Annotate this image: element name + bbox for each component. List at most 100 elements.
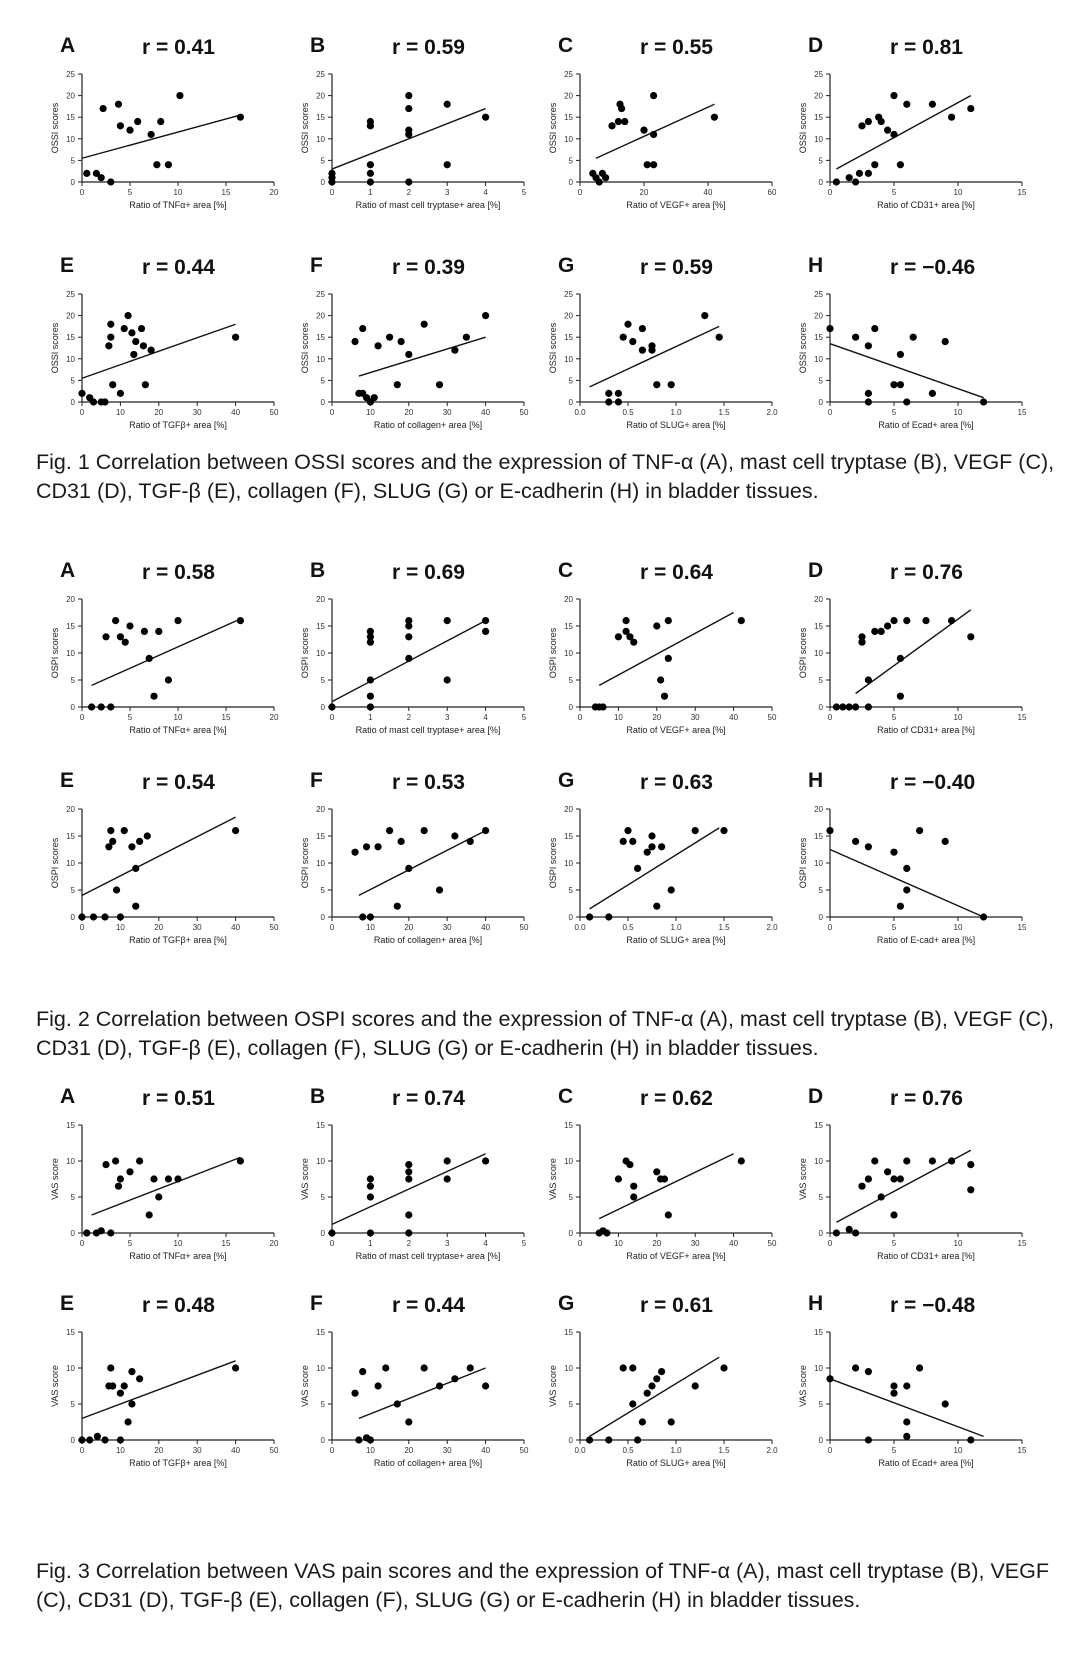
data-point: [116, 633, 124, 641]
data-point: [114, 100, 123, 108]
x-tick-label: 15: [222, 188, 231, 197]
data-point: [443, 1157, 451, 1165]
data-point: [903, 617, 911, 625]
data-point: [405, 178, 413, 186]
data-point: [150, 1175, 158, 1183]
panel-letter: C: [558, 1085, 573, 1108]
x-tick-label: 1: [368, 713, 373, 722]
data-point: [176, 92, 184, 100]
data-point: [462, 333, 470, 341]
x-tick-label: 20: [404, 923, 413, 932]
data-point: [386, 827, 394, 835]
y-tick-label: 15: [814, 622, 823, 631]
x-tick-label: 0: [330, 923, 335, 932]
y-axis-label: VAS score: [50, 1365, 60, 1407]
data-point: [107, 320, 115, 328]
panel-letter: F: [310, 254, 323, 277]
data-point: [845, 174, 853, 182]
x-tick-label: 40: [704, 188, 713, 197]
data-point: [97, 703, 105, 711]
x-tick-label: 2: [407, 188, 412, 197]
data-point: [126, 126, 134, 134]
data-point: [648, 832, 656, 840]
data-point: [832, 178, 841, 186]
data-point: [884, 126, 892, 134]
panel-letter: B: [310, 1085, 325, 1108]
regression-line: [91, 618, 241, 687]
r-value: r = 0.41: [142, 36, 215, 59]
data-point: [164, 676, 172, 684]
data-point: [737, 617, 745, 625]
data-point: [864, 117, 873, 126]
data-point: [105, 342, 113, 350]
data-point: [114, 1182, 123, 1190]
data-point: [482, 827, 490, 835]
data-point: [107, 703, 115, 711]
x-tick-label: 0: [828, 188, 833, 197]
data-point: [128, 329, 136, 337]
data-point: [420, 827, 428, 835]
data-point: [140, 627, 148, 636]
y-tick-label: 25: [66, 290, 75, 299]
data-point: [599, 703, 607, 711]
panel-letter: E: [60, 769, 74, 792]
data-point: [236, 617, 244, 625]
x-axis-label: Ratio of mast cell tryptase+ area [%]: [356, 1251, 501, 1261]
data-point: [871, 161, 879, 169]
data-point: [482, 1382, 490, 1390]
data-point: [393, 1400, 401, 1408]
y-tick-label: 0: [321, 178, 326, 187]
y-tick-label: 25: [564, 70, 573, 79]
data-point: [967, 1186, 975, 1194]
data-point: [634, 864, 642, 873]
x-tick-label: 0: [828, 713, 833, 722]
x-tick-label: 1.0: [670, 923, 682, 932]
data-point: [366, 703, 374, 711]
data-point: [858, 1182, 866, 1190]
data-point: [605, 1436, 613, 1444]
y-tick-label: 15: [564, 333, 573, 342]
data-point: [116, 913, 124, 921]
data-point: [112, 886, 121, 894]
x-axis-label: Ratio of E-cad+ area [%]: [877, 935, 975, 945]
data-point: [397, 337, 405, 346]
data-point: [852, 1364, 860, 1372]
y-tick-label: 5: [569, 156, 574, 165]
r-value: r = 0.48: [142, 1294, 215, 1317]
data-point: [653, 622, 661, 630]
data-point: [941, 337, 949, 346]
regression-line: [358, 1367, 486, 1420]
x-tick-label: 50: [768, 713, 777, 722]
data-point: [890, 92, 898, 100]
data-point: [405, 1211, 413, 1219]
r-value: r = 0.76: [890, 561, 963, 584]
y-tick-label: 0: [569, 178, 574, 187]
y-tick-label: 10: [814, 135, 823, 144]
data-point: [832, 703, 841, 711]
y-tick-label: 25: [564, 290, 573, 299]
r-value: r = 0.44: [392, 1294, 465, 1317]
y-tick-label: 10: [316, 1364, 325, 1373]
data-point: [164, 1175, 172, 1183]
y-tick-label: 5: [321, 886, 326, 895]
data-point: [629, 837, 637, 846]
data-point: [660, 1175, 669, 1183]
x-tick-label: 0.5: [622, 1446, 634, 1455]
data-point: [405, 104, 413, 113]
y-tick-label: 25: [66, 70, 75, 79]
x-tick-label: 0.0: [574, 923, 586, 932]
x-tick-label: 1.5: [718, 1446, 730, 1455]
x-tick-label: 10: [116, 1446, 125, 1455]
r-value: r = 0.74: [392, 1087, 465, 1110]
y-tick-label: 5: [321, 676, 326, 685]
data-point: [443, 617, 451, 625]
y-tick-label: 10: [66, 1364, 75, 1373]
x-tick-label: 0.5: [622, 408, 634, 417]
y-tick-label: 15: [814, 832, 823, 841]
